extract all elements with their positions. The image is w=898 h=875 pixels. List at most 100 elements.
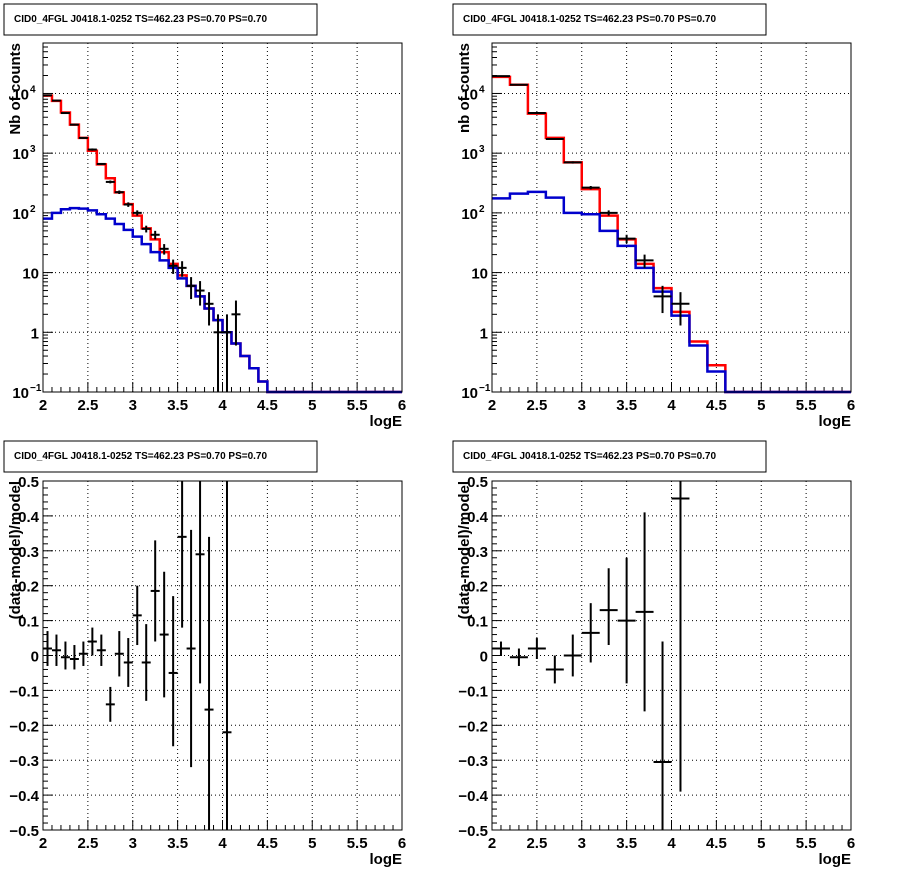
x-tick-label: 3 <box>578 835 586 852</box>
x-tick-label: 5.5 <box>347 397 368 414</box>
data-point <box>617 234 636 244</box>
data-point <box>114 190 124 195</box>
x-tick-label: 2 <box>39 835 47 852</box>
y-tick-base: −0.2 <box>9 718 39 735</box>
y-tick-label: 10 <box>471 266 488 283</box>
data-point <box>78 641 88 666</box>
y-tick-base: 1 <box>31 325 39 342</box>
x-tick-label: 6 <box>398 835 406 852</box>
y-axis-title: (data-model)/model <box>7 481 24 619</box>
data-point <box>168 596 178 747</box>
data-point <box>581 603 600 663</box>
y-tick-base: 0.4 <box>467 509 489 526</box>
data-point <box>87 627 97 656</box>
data-point <box>204 536 214 830</box>
x-tick-label: 2 <box>488 397 496 414</box>
data-point <box>177 261 187 277</box>
data-point <box>96 162 106 165</box>
data-point <box>105 686 115 722</box>
data-point <box>545 137 564 140</box>
data-point <box>213 314 223 392</box>
y-tick-label: 10 <box>12 146 29 163</box>
x-tick-label: 5.5 <box>347 835 368 852</box>
y-tick-label: 1 <box>480 325 488 342</box>
x-axis-title: logE <box>819 413 852 430</box>
y-tick-base: 10 <box>461 206 478 223</box>
y-tick-base: −0.3 <box>458 753 488 770</box>
y-tick-label: −0.4 <box>9 788 39 805</box>
x-axis-title: logE <box>370 413 403 430</box>
series-line-component-model <box>492 190 851 394</box>
x-tick-label: 3.5 <box>616 835 637 852</box>
panel-counts-left: CID0_4FGL J0418.1-0252 TS=462.23 PS=0.70… <box>3 3 406 430</box>
panel-title: CID0_4FGL J0418.1-0252 TS=462.23 PS=0.70… <box>14 451 267 462</box>
y-tick-base: 1 <box>480 325 488 342</box>
data-point <box>204 292 214 326</box>
y-tick-exponent: 4 <box>479 84 485 95</box>
data-point <box>159 571 169 698</box>
y-tick-base: 10 <box>12 146 29 163</box>
y-tick-label: 10 <box>12 86 29 103</box>
y-tick-base: 10 <box>461 146 478 163</box>
y-tick-label: 10 <box>12 385 29 402</box>
x-tick-label: 4 <box>218 397 227 414</box>
y-tick-base: −0.5 <box>458 823 488 840</box>
y-tick-label: −0.2 <box>9 718 39 735</box>
y-tick-base: 10 <box>461 385 478 402</box>
y-tick-label: 10 <box>461 385 478 402</box>
x-tick-label: 2.5 <box>77 835 98 852</box>
data-point <box>492 641 510 656</box>
y-tick-label: 0.4 <box>467 509 489 526</box>
title-box <box>3 3 318 36</box>
y-tick-base: −0.4 <box>9 788 39 805</box>
data-point <box>96 634 106 666</box>
data-point <box>60 641 70 670</box>
panel-residuals-left: CID0_4FGL J0418.1-0252 TS=462.23 PS=0.70… <box>3 440 406 868</box>
y-tick-base: 10 <box>12 206 29 223</box>
data-point <box>123 202 133 207</box>
x-tick-label: 3 <box>129 397 137 414</box>
y-tick-base: 0.3 <box>18 544 39 561</box>
y-tick-label: 0.2 <box>18 579 39 596</box>
y-tick-label: 10 <box>461 146 478 163</box>
data-point <box>231 300 241 346</box>
x-tick-label: 3 <box>578 397 586 414</box>
plot-frame <box>491 480 852 831</box>
data-point <box>69 645 79 670</box>
plot-frame <box>42 480 403 831</box>
y-tick-base: −0.4 <box>458 788 488 805</box>
data-point <box>141 624 151 701</box>
data-point <box>159 244 169 255</box>
y-tick-base: 0.1 <box>467 614 488 631</box>
data-point <box>671 481 690 792</box>
y-axis-title: (data-model)/model <box>456 481 473 619</box>
data-point <box>186 529 196 768</box>
data-point <box>599 210 618 216</box>
data-point <box>617 557 636 684</box>
data-point <box>168 259 178 274</box>
y-tick-label: 1 <box>31 325 39 342</box>
data-point <box>43 94 52 97</box>
y-tick-base: 10 <box>12 86 29 103</box>
data-point <box>563 634 582 677</box>
y-tick-base: 0.1 <box>18 614 39 631</box>
data-point <box>599 568 618 646</box>
data-point <box>635 512 654 712</box>
y-tick-base: 10 <box>22 266 39 283</box>
x-tick-label: 3.5 <box>616 397 637 414</box>
y-tick-label: −0.1 <box>458 683 488 700</box>
y-tick-exponent: 4 <box>30 84 36 95</box>
data-point <box>653 641 672 830</box>
y-tick-label: 0.3 <box>467 544 488 561</box>
data-point <box>177 481 187 628</box>
x-axis-title: logE <box>819 851 852 868</box>
data-point <box>581 185 600 190</box>
x-tick-label: 5 <box>757 835 765 852</box>
y-tick-label: 0.5 <box>467 474 488 491</box>
y-tick-label: −0.3 <box>9 753 39 770</box>
x-tick-label: 4.5 <box>257 835 278 852</box>
y-tick-base: −0.2 <box>458 718 488 735</box>
y-tick-label: −0.3 <box>458 753 488 770</box>
data-point <box>545 655 564 684</box>
